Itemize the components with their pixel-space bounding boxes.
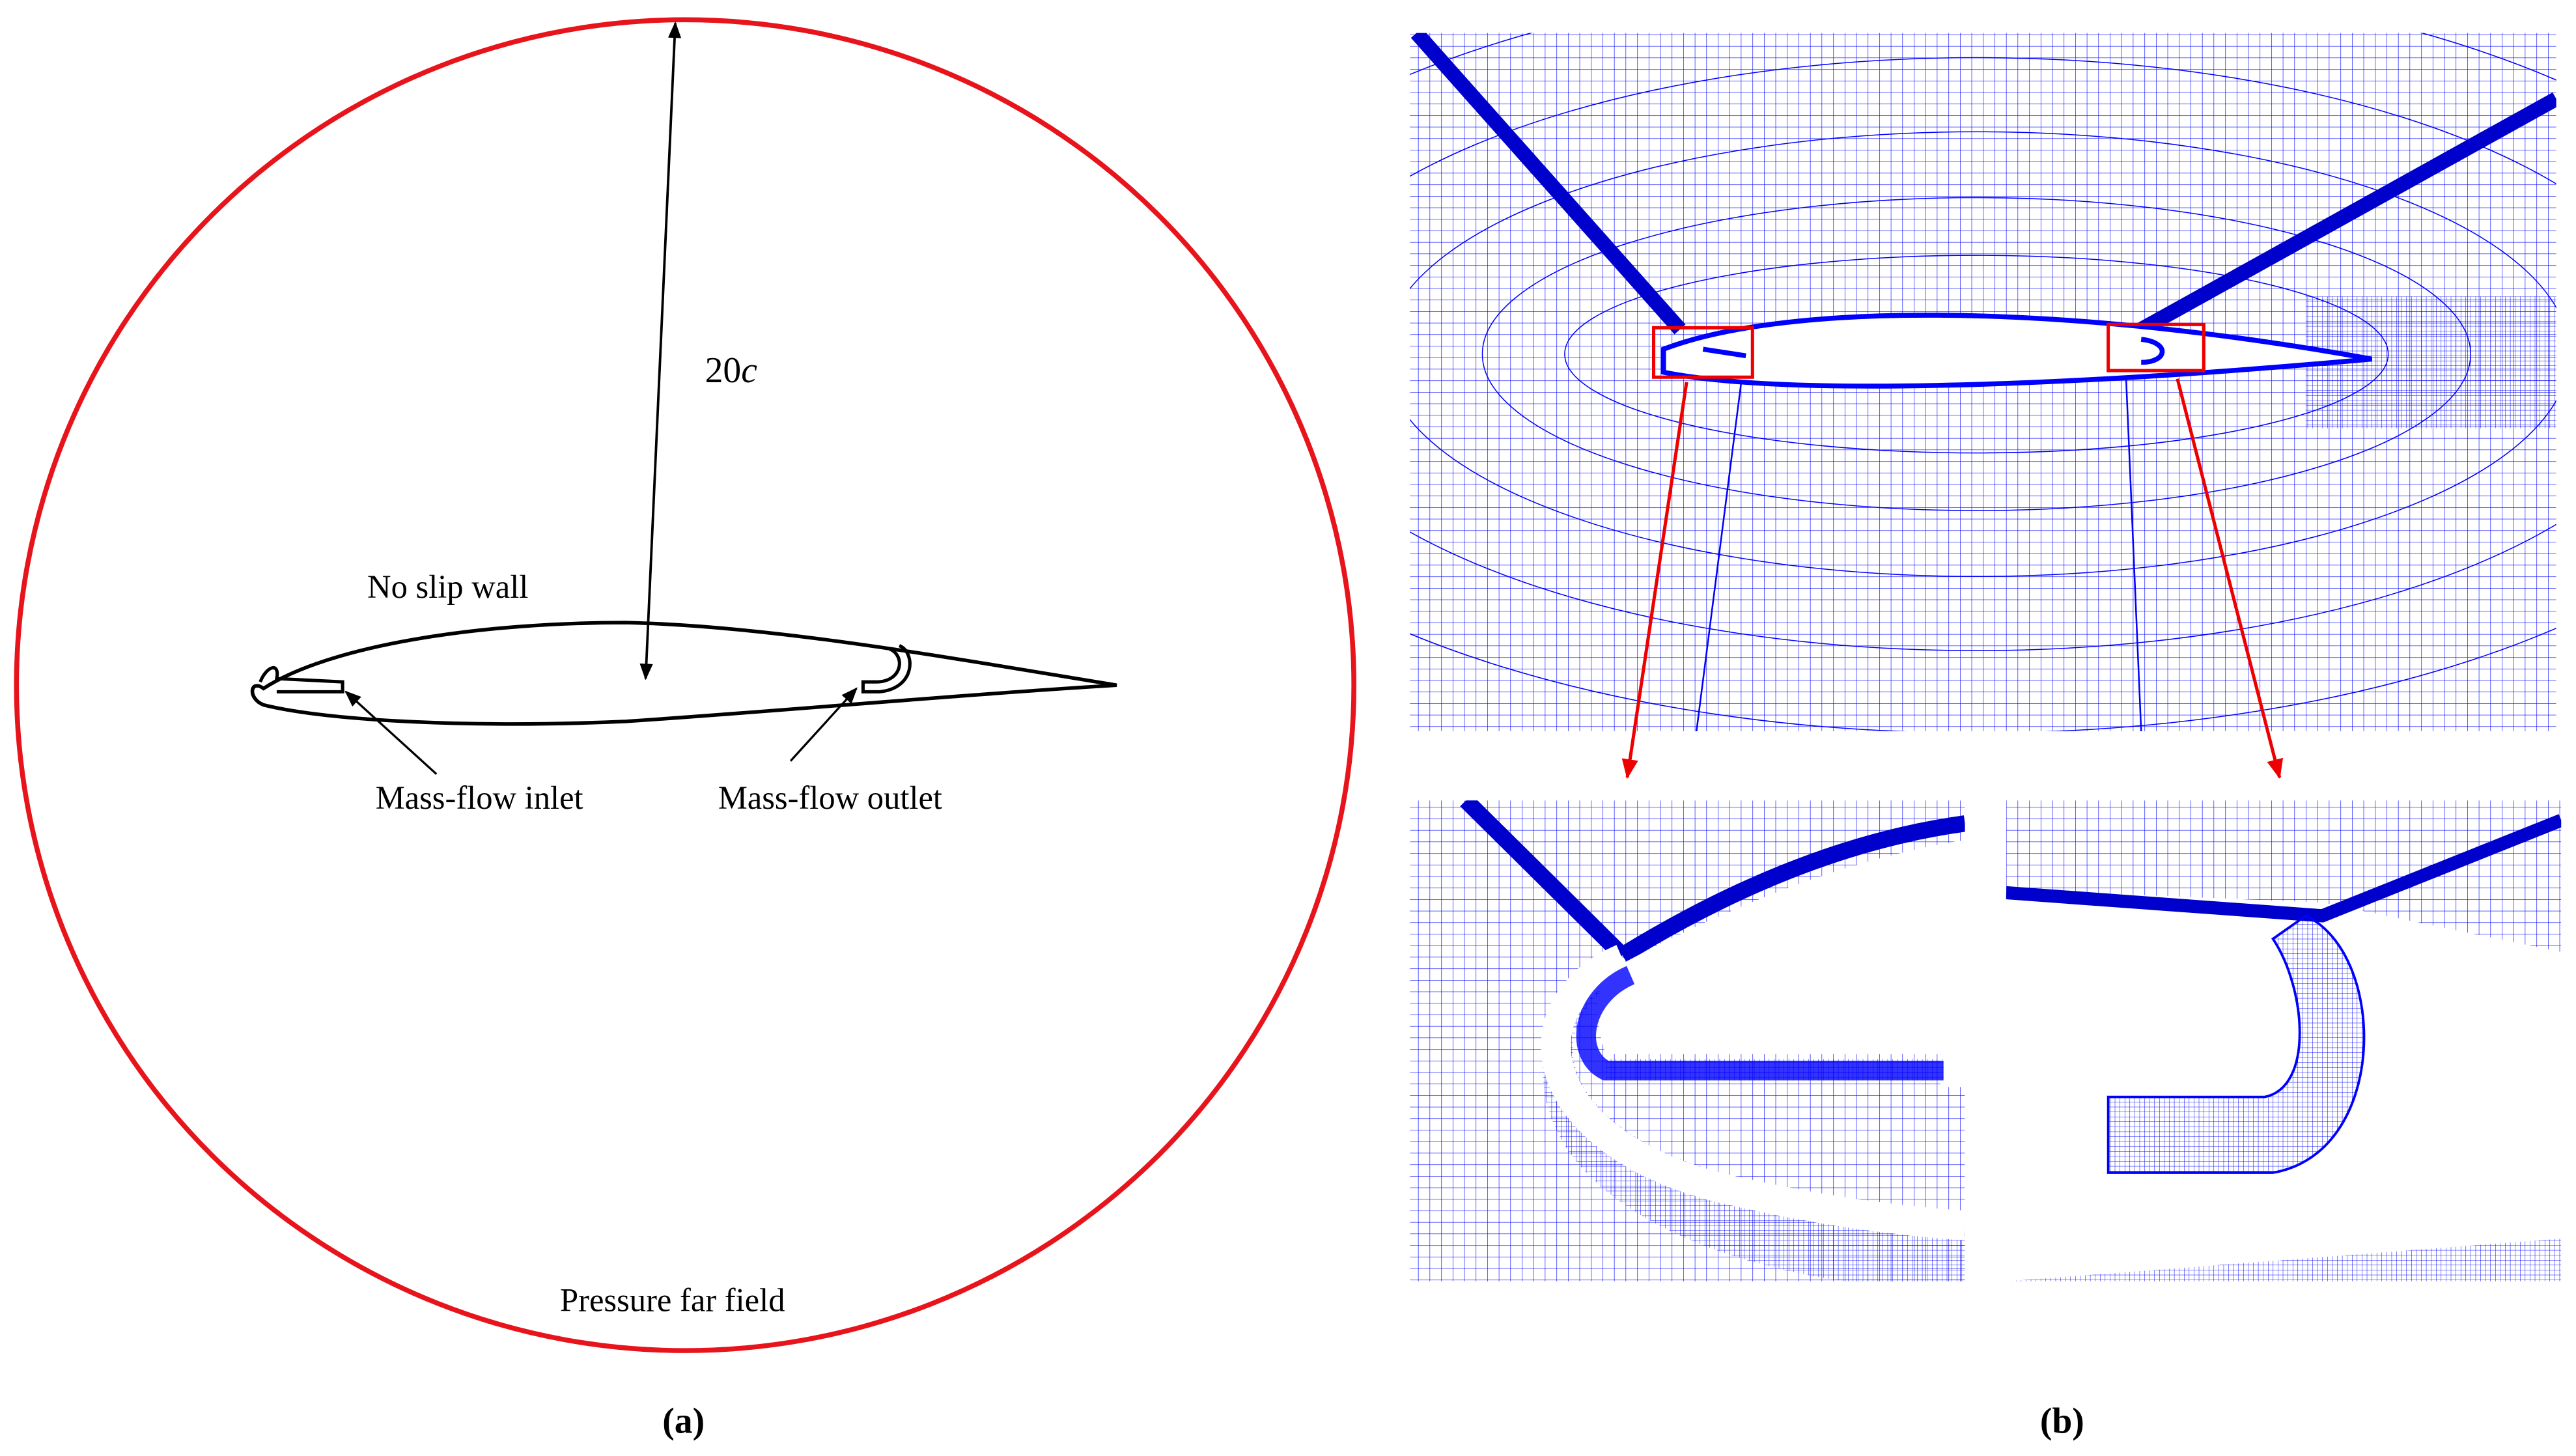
caption-a: (a) xyxy=(662,1401,705,1442)
mesh-overview xyxy=(1410,33,2556,732)
mesh-outlet-detail xyxy=(2006,800,2562,1281)
zoom-arrow-inlet xyxy=(1621,382,1688,779)
caption-b: (b) xyxy=(2040,1401,2084,1442)
zoom-box-inlet xyxy=(1652,326,1754,379)
zoom-arrow-outlet xyxy=(2176,378,2284,779)
airfoil xyxy=(250,621,1117,726)
outlet-label: Mass-flow outlet xyxy=(718,779,942,816)
dimension-number: 20 xyxy=(705,350,742,391)
mesh-inlet-detail xyxy=(1410,800,1965,1281)
farfield-label: Pressure far field xyxy=(560,1281,785,1318)
far-field-boundary xyxy=(14,17,1356,1353)
panel-b: (b) xyxy=(1410,33,2562,1442)
dimension-label: 20c xyxy=(705,350,758,391)
inlet-arrow xyxy=(344,690,438,776)
radius-arrow xyxy=(639,21,682,680)
outlet-slot xyxy=(861,644,912,693)
panel-a: 20c No slip wall Mass-flow inlet Mass-fl… xyxy=(14,17,1356,1442)
inlet-slot xyxy=(259,666,344,693)
dimension-symbol: c xyxy=(741,350,757,391)
wall-label: No slip wall xyxy=(367,568,528,605)
inlet-label: Mass-flow inlet xyxy=(376,779,583,816)
outlet-arrow xyxy=(789,687,858,762)
zoom-box-outlet xyxy=(2107,322,2205,372)
